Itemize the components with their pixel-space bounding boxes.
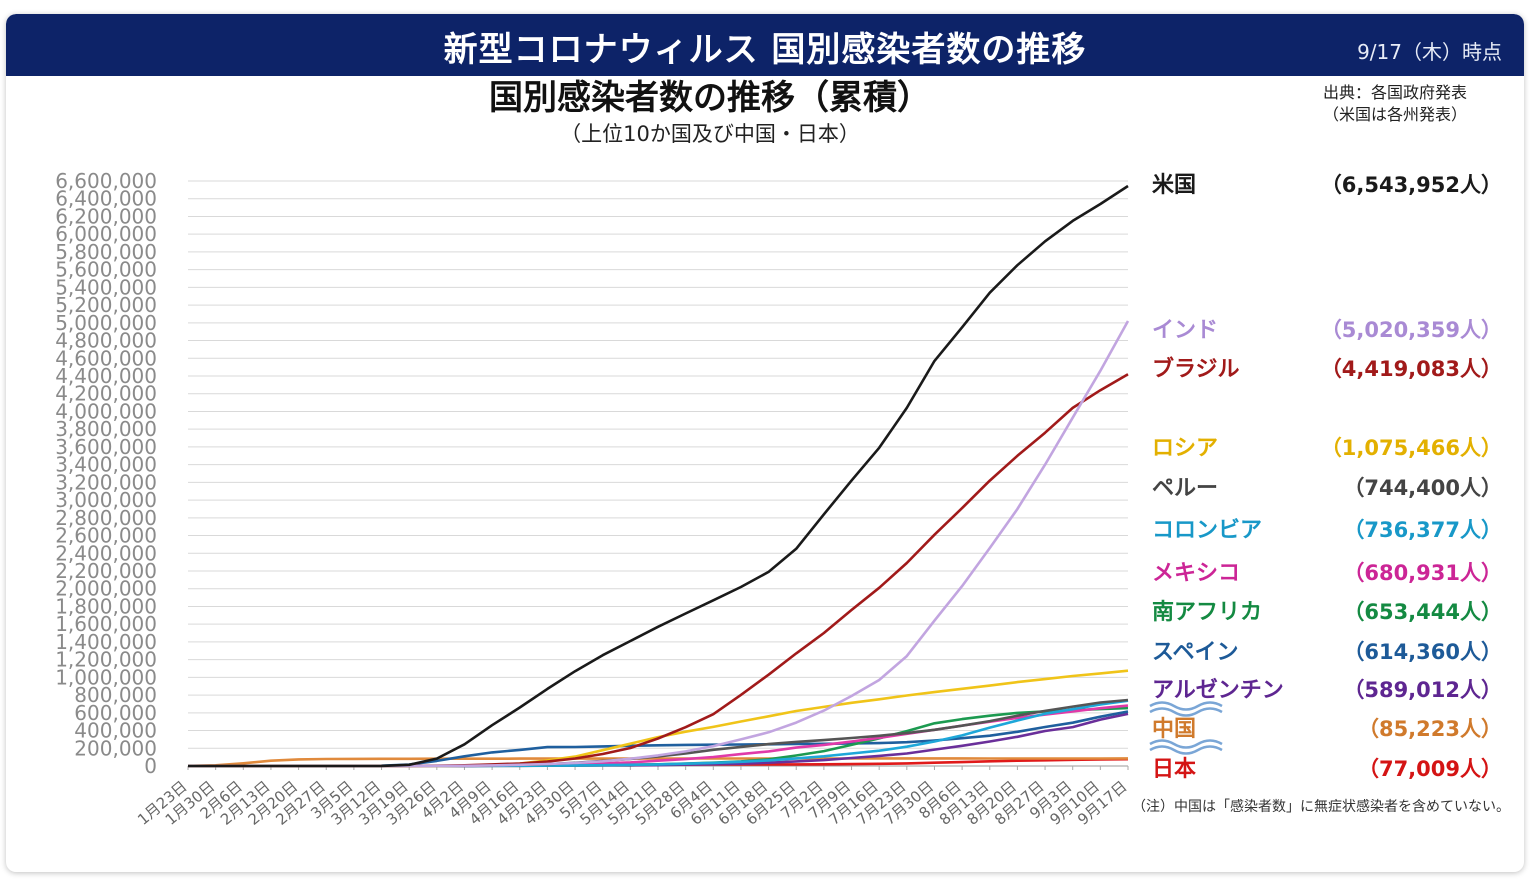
y-tick-label: 6,400,000 [55, 187, 157, 211]
y-tick-label: 4,400,000 [55, 364, 157, 388]
legend-country-name: スペイン [1152, 640, 1238, 665]
legend-country-name: 中国 [1152, 717, 1196, 742]
legend-country-name: アルゼンチン [1152, 678, 1284, 703]
legend-country-name: コロンビア [1152, 518, 1262, 543]
banner-title: 新型コロナウィルス 国別感染者数の推移 [443, 30, 1087, 70]
y-tick-label: 1,400,000 [55, 630, 157, 654]
series-line-1 [188, 184, 1129, 768]
y-tick-label: 800,000 [74, 683, 157, 707]
y-tick-label: 4,000,000 [55, 399, 157, 423]
legend-value-label: （5,020,359人） [1321, 318, 1502, 342]
y-tick-label: 5,000,000 [55, 311, 157, 335]
banner-date: 9/17（木）時点 [1357, 40, 1502, 64]
y-tick-label: 3,600,000 [55, 435, 157, 459]
series-line-3 [188, 373, 1129, 768]
y-tick-label: 3,800,000 [55, 417, 157, 441]
y-tick-label: 200,000 [74, 736, 157, 760]
axis-break-mark [1149, 739, 1223, 749]
y-axis-ticks: 0200,000400,000600,000800,0001,000,0001,… [55, 169, 157, 778]
legend-value-label: （85,223人） [1358, 717, 1502, 741]
slide-frame: 新型コロナウィルス 国別感染者数の推移 9/17（木）時点 [6, 14, 1524, 872]
legend-country-name: ブラジル [1152, 356, 1240, 382]
legend-value-label: （614,360人） [1343, 640, 1502, 664]
grid-layer [188, 180, 1128, 767]
legend-value-label: （680,931人） [1343, 561, 1502, 585]
y-tick-label: 3,200,000 [55, 470, 157, 494]
y-tick-label: 6,600,000 [55, 169, 157, 193]
legend-country-name: インド [1152, 318, 1218, 343]
y-tick-label: 600,000 [74, 701, 157, 725]
y-tick-label: 1,200,000 [55, 648, 157, 672]
header-banner: 新型コロナウィルス 国別感染者数の推移 9/17（木）時点 [6, 14, 1524, 76]
y-tick-label: 4,800,000 [55, 329, 157, 353]
legend-layer: 米国 （6,543,952人） インド （5,020,359人） ブラジル （4,419,… [1149, 173, 1502, 782]
y-tick-label: 4,600,000 [55, 346, 157, 370]
y-tick-label: 1,600,000 [55, 612, 157, 636]
source-line-2: （米国は各州発表） [1322, 105, 1467, 124]
series-layer [187, 184, 1130, 768]
legend-value-label: （4,419,083人） [1321, 357, 1502, 381]
y-tick-label: 3,400,000 [55, 453, 157, 477]
legend-value-label: （736,377人） [1343, 518, 1502, 542]
legend-value-label: （6,543,952人） [1321, 173, 1502, 197]
legend-country-name: 米国 [1152, 173, 1196, 198]
y-tick-label: 0 [144, 754, 157, 778]
footnote: （注）中国は「感染者数」に無症状感染者を含めていない。 [1132, 799, 1510, 815]
legend-value-label: （589,012人） [1343, 678, 1502, 702]
y-tick-label: 5,800,000 [55, 240, 157, 264]
y-tick-label: 5,400,000 [55, 275, 157, 299]
y-tick-label: 3,000,000 [55, 488, 157, 512]
series-line-11 [187, 757, 1129, 768]
axis-break-mark [1149, 745, 1223, 755]
y-tick-label: 1,000,000 [55, 665, 157, 689]
y-tick-label: 6,200,000 [55, 204, 157, 228]
legend-country-name: 南アフリカ [1152, 600, 1262, 625]
y-tick-label: 5,200,000 [55, 293, 157, 317]
y-tick-label: 2,800,000 [55, 506, 157, 530]
series-line-4 [188, 669, 1129, 768]
y-tick-label: 2,200,000 [55, 559, 157, 583]
chart-subtitle: （上位10か国及び中国・日本） [560, 122, 860, 146]
legend-value-label: （77,009人） [1358, 757, 1502, 781]
y-tick-label: 2,400,000 [55, 541, 157, 565]
legend-country-name: 日本 [1152, 757, 1196, 782]
legend-country-name: ロシア [1152, 436, 1218, 461]
legend-value-label: （744,400人） [1343, 476, 1502, 500]
legend-country-name: メキシコ [1152, 561, 1240, 586]
y-tick-label: 1,800,000 [55, 594, 157, 618]
y-tick-label: 6,000,000 [55, 222, 157, 246]
axis-break-mark [1149, 707, 1223, 717]
axis-break-mark [1149, 701, 1223, 711]
x-axis-ticks: 1月23日1月30日2月6日2月13日2月20日2月27日3月5日3月12日3月… [134, 766, 1131, 829]
legend-country-name: ペルー [1152, 476, 1218, 501]
chart-title: 国別感染者数の推移（累積） [489, 78, 931, 118]
y-tick-label: 400,000 [74, 719, 157, 743]
legend-value-label: （1,075,466人） [1321, 436, 1502, 460]
legend-value-label: （653,444人） [1343, 600, 1502, 624]
y-tick-label: 2,000,000 [55, 577, 157, 601]
y-tick-label: 4,200,000 [55, 382, 157, 406]
y-tick-label: 2,600,000 [55, 524, 157, 548]
source-note: 出典：各国政府発表 （米国は各州発表） [1290, 82, 1500, 126]
y-tick-label: 5,600,000 [55, 258, 157, 282]
series-line-2 [188, 320, 1130, 768]
source-line-1: 出典：各国政府発表 [1322, 83, 1467, 102]
